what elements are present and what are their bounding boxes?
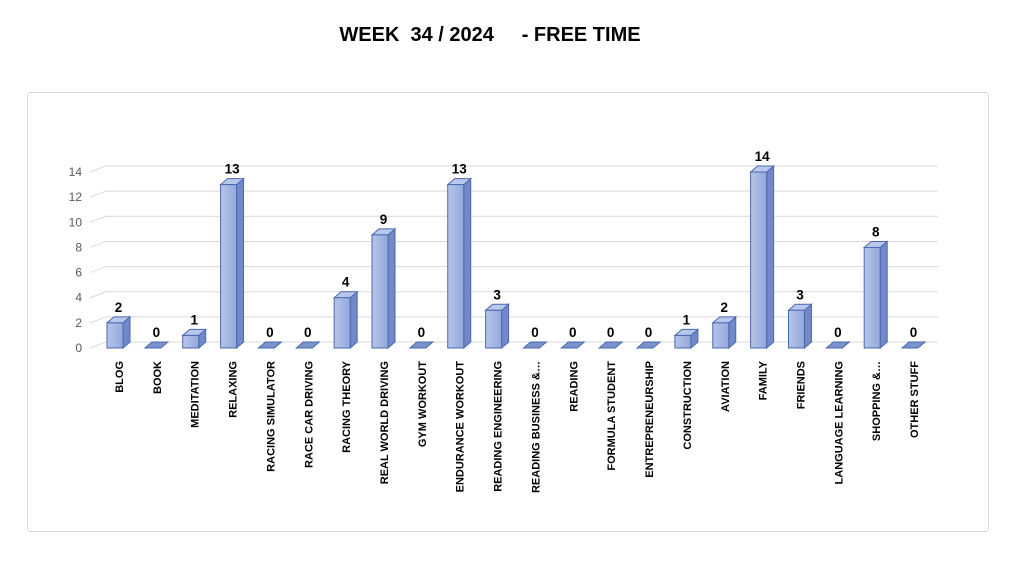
gridline (89, 215, 938, 223)
bar-value-label: 0 (266, 325, 274, 340)
x-axis-category-label: RACING SIMULATOR (265, 361, 277, 472)
bar-3d (236, 177, 245, 350)
x-axis-category-label: READING (568, 361, 580, 412)
bar-value-label: 0 (645, 325, 653, 340)
bar-3d (712, 322, 730, 349)
y-axis-tick-label: 12 (69, 190, 83, 204)
gridline (89, 316, 938, 324)
x-axis-category-label: FORMULA STUDENT (606, 361, 618, 471)
bar-value-label: 0 (418, 325, 426, 340)
bar-3d (349, 290, 358, 350)
y-axis-tick-label: 2 (75, 316, 82, 330)
bar-value-label: 2 (115, 300, 123, 315)
bar-3d (485, 309, 503, 349)
bar-value-label: 0 (607, 325, 615, 340)
x-axis-category-label: AVIATION (720, 361, 732, 412)
bar-value-label: 3 (493, 287, 501, 302)
y-axis-tick-label: 8 (75, 240, 82, 254)
bar-3d (597, 341, 624, 349)
x-axis-category-label: ENTREPRENEURSHIP (644, 361, 656, 478)
gridline (89, 190, 938, 198)
bar-value-label: 1 (190, 312, 198, 327)
y-axis-tick-label: 6 (75, 266, 82, 280)
bar-3d (879, 240, 888, 350)
bar-3d (408, 341, 435, 349)
x-axis-category-label: RELAXING (228, 361, 240, 418)
y-axis-tick-label: 10 (69, 215, 83, 229)
bar-value-label: 0 (304, 325, 312, 340)
bar-3d (501, 303, 510, 350)
bar-3d (787, 309, 805, 349)
x-axis-category-label: GYM WORKOUT (417, 361, 429, 447)
bar-value-label: 8 (872, 224, 880, 239)
bar-value-label: 0 (569, 325, 577, 340)
chart-title: WEEK 34 / 2024 - FREE TIME (339, 24, 641, 46)
bar-3d (447, 184, 465, 349)
gridline (89, 240, 938, 248)
x-axis-category-label: SHOPPING &… (871, 361, 883, 441)
bar-value-label: 2 (721, 300, 729, 315)
x-axis-category-label: ENDURANCE WORKOUT (455, 361, 467, 493)
bar-3d (371, 234, 389, 349)
bar-3d (635, 341, 662, 349)
x-axis-category-label: READING BUSINESS &… (530, 361, 542, 493)
x-axis-category-label: FAMILY (758, 360, 770, 400)
gridline (89, 165, 938, 173)
x-axis-category-label: CONSTRUCTION (682, 361, 694, 450)
bar-value-label: 1 (683, 312, 691, 327)
x-axis-category-label: READING ENGINEERING (493, 361, 505, 492)
bar-value-label: 9 (380, 212, 388, 227)
bar-3d (674, 334, 692, 349)
bar-3d (824, 341, 851, 349)
bar-value-label: 0 (910, 325, 918, 340)
bar-3d (220, 184, 238, 349)
bar-3d (559, 341, 586, 349)
bar-value-label: 0 (153, 325, 161, 340)
x-axis-category-label: OTHER STUFF (909, 361, 921, 438)
bar-value-label: 13 (225, 162, 241, 177)
x-axis-category-label: RACING THEORY (341, 360, 353, 453)
bar-value-label: 14 (755, 149, 771, 164)
bar-3d (387, 227, 396, 350)
bar-3d (463, 177, 472, 350)
bar-3d (333, 297, 351, 349)
x-axis-category-label: BOOK (152, 361, 164, 394)
bar-value-label: 0 (834, 325, 842, 340)
bar-3d (294, 341, 321, 349)
bar-3d (863, 246, 881, 349)
bar-3d (182, 334, 200, 349)
bar-chart-plot: 024681012142BLOG0BOOK1MEDITATION13RELAXI… (69, 149, 938, 493)
bar-3d (106, 322, 124, 349)
bar-value-label: 4 (342, 275, 350, 290)
chart-area: 0 2 4 6 8 10 12 14 2 BLOG 0 BOOK 1 MEDITATION 13 RELAXI… (27, 92, 989, 532)
gridline (89, 266, 938, 274)
bar-value-label: 3 (796, 287, 804, 302)
bar-3d (522, 341, 548, 349)
x-axis-category-label: LANGUAGE LEARNING (833, 361, 845, 484)
x-axis-category-label: FRIENDS (795, 361, 807, 409)
bar-value-label: 0 (531, 325, 539, 340)
bar-value-label: 13 (452, 162, 468, 177)
x-axis-category-label: MEDITATION (190, 361, 202, 428)
bar-3d (750, 171, 768, 349)
y-axis-tick-label: 0 (75, 341, 82, 355)
x-axis-category-label: REAL WORLD DRIVING (379, 361, 391, 484)
y-axis-tick-label: 4 (75, 291, 82, 305)
bar-3d (900, 341, 927, 349)
bar-3d (257, 341, 283, 349)
y-axis-tick-label: 14 (69, 165, 83, 179)
bar-3d (766, 164, 775, 350)
x-axis-category-label: RACE CAR DRIVING (303, 361, 315, 468)
bar-3d (143, 341, 170, 349)
gridline (89, 291, 938, 299)
x-axis-category-label: BLOG (114, 361, 126, 393)
bar-3d (803, 303, 812, 350)
